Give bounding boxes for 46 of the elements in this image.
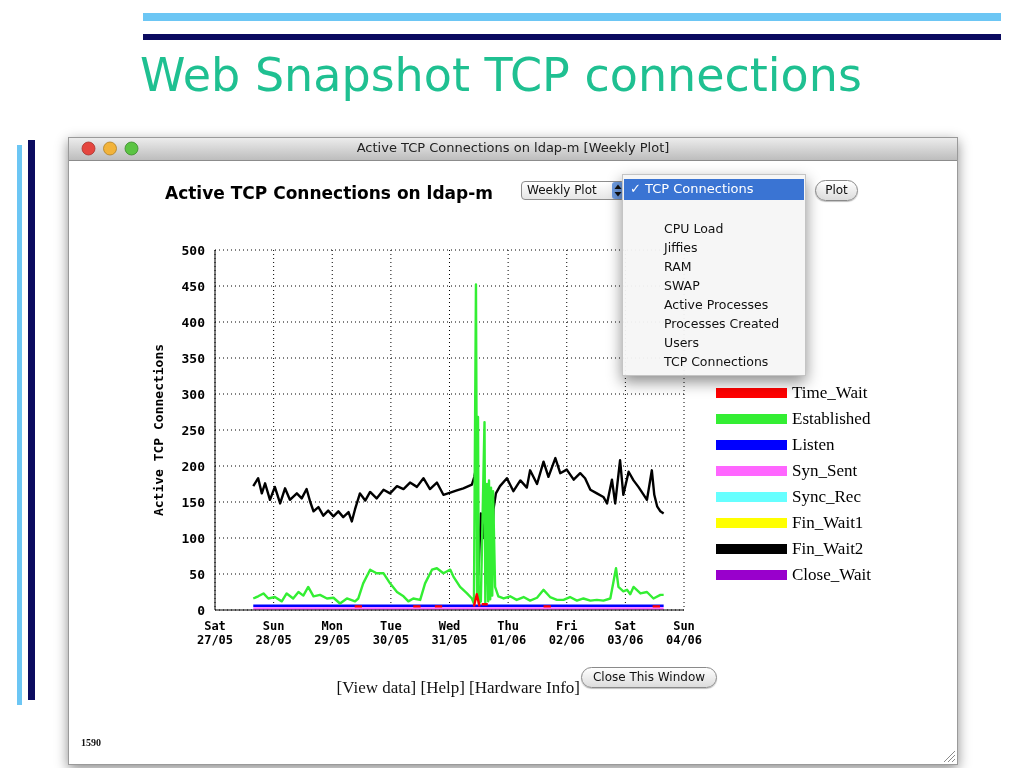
y-tick-label: 450	[181, 278, 206, 294]
y-tick-label: 0	[197, 602, 206, 618]
x-tick-label: Mon 29/05	[314, 619, 351, 647]
text: 1590	[81, 737, 101, 748]
text: ✓ TCP Connections	[630, 181, 754, 196]
legend-label: Established	[792, 409, 871, 429]
y-tick-label: 100	[181, 530, 206, 546]
legend-label: Fin_Wait1	[792, 513, 864, 533]
chart-title: Web Snapshot TCP connections	[140, 48, 862, 102]
y-tick-label: 200	[181, 458, 206, 474]
x-tick-label: Sat 03/06	[607, 619, 644, 647]
x-tick-label: Fri 02/06	[548, 619, 585, 647]
y-axis-title: Active TCP Connections	[150, 343, 166, 517]
annotation: RAM	[664, 259, 692, 274]
x-tick-label: Wed 31/05	[431, 619, 468, 647]
annotation: TCP Connections	[664, 354, 769, 369]
y-tick-label: 300	[181, 386, 206, 402]
x-tick-label: Sat 27/05	[196, 619, 234, 647]
y-tick-label: 350	[181, 350, 206, 366]
annotation: Users	[664, 335, 700, 350]
chart-subtitle: Active TCP Connections on ldap-m	[165, 183, 494, 203]
x-tick-label: Thu 01/06	[490, 619, 527, 647]
legend-label: Fin_Wait2	[792, 539, 864, 559]
text: [View data] [Help] [Hardware Info]	[336, 678, 580, 697]
x-tick-label: Tue 30/05	[372, 619, 409, 647]
x-tick-label: Sun 04/06	[665, 619, 703, 647]
text: Close This Window	[592, 670, 706, 684]
y-tick-label: 150	[181, 494, 206, 510]
legend-label: Sync_Rec	[792, 487, 861, 507]
text: Plot	[825, 183, 848, 197]
y-tick-label: 500	[181, 242, 206, 258]
y-tick-label: 250	[181, 422, 206, 438]
legend-label: Time_Wait	[792, 383, 868, 403]
text: Active TCP Connections on ldap-m [Weekly Plot]	[356, 140, 670, 155]
legend-label: Syn_Sent	[792, 461, 858, 481]
x-tick-label: Sun 28/05	[255, 619, 292, 647]
annotation: Active Processes	[664, 297, 769, 312]
y-tick-label: 50	[189, 566, 206, 582]
text: CPU Load	[664, 221, 724, 236]
y-tick-label: 400	[181, 314, 206, 330]
text: Weekly Plot	[527, 183, 597, 197]
annotation: Processes Created	[664, 316, 780, 331]
legend-label: Listen	[792, 435, 835, 455]
legend-label: Close_Wait	[792, 565, 871, 585]
annotation: SWAP	[664, 278, 700, 293]
annotation: Jiffies	[664, 240, 698, 255]
